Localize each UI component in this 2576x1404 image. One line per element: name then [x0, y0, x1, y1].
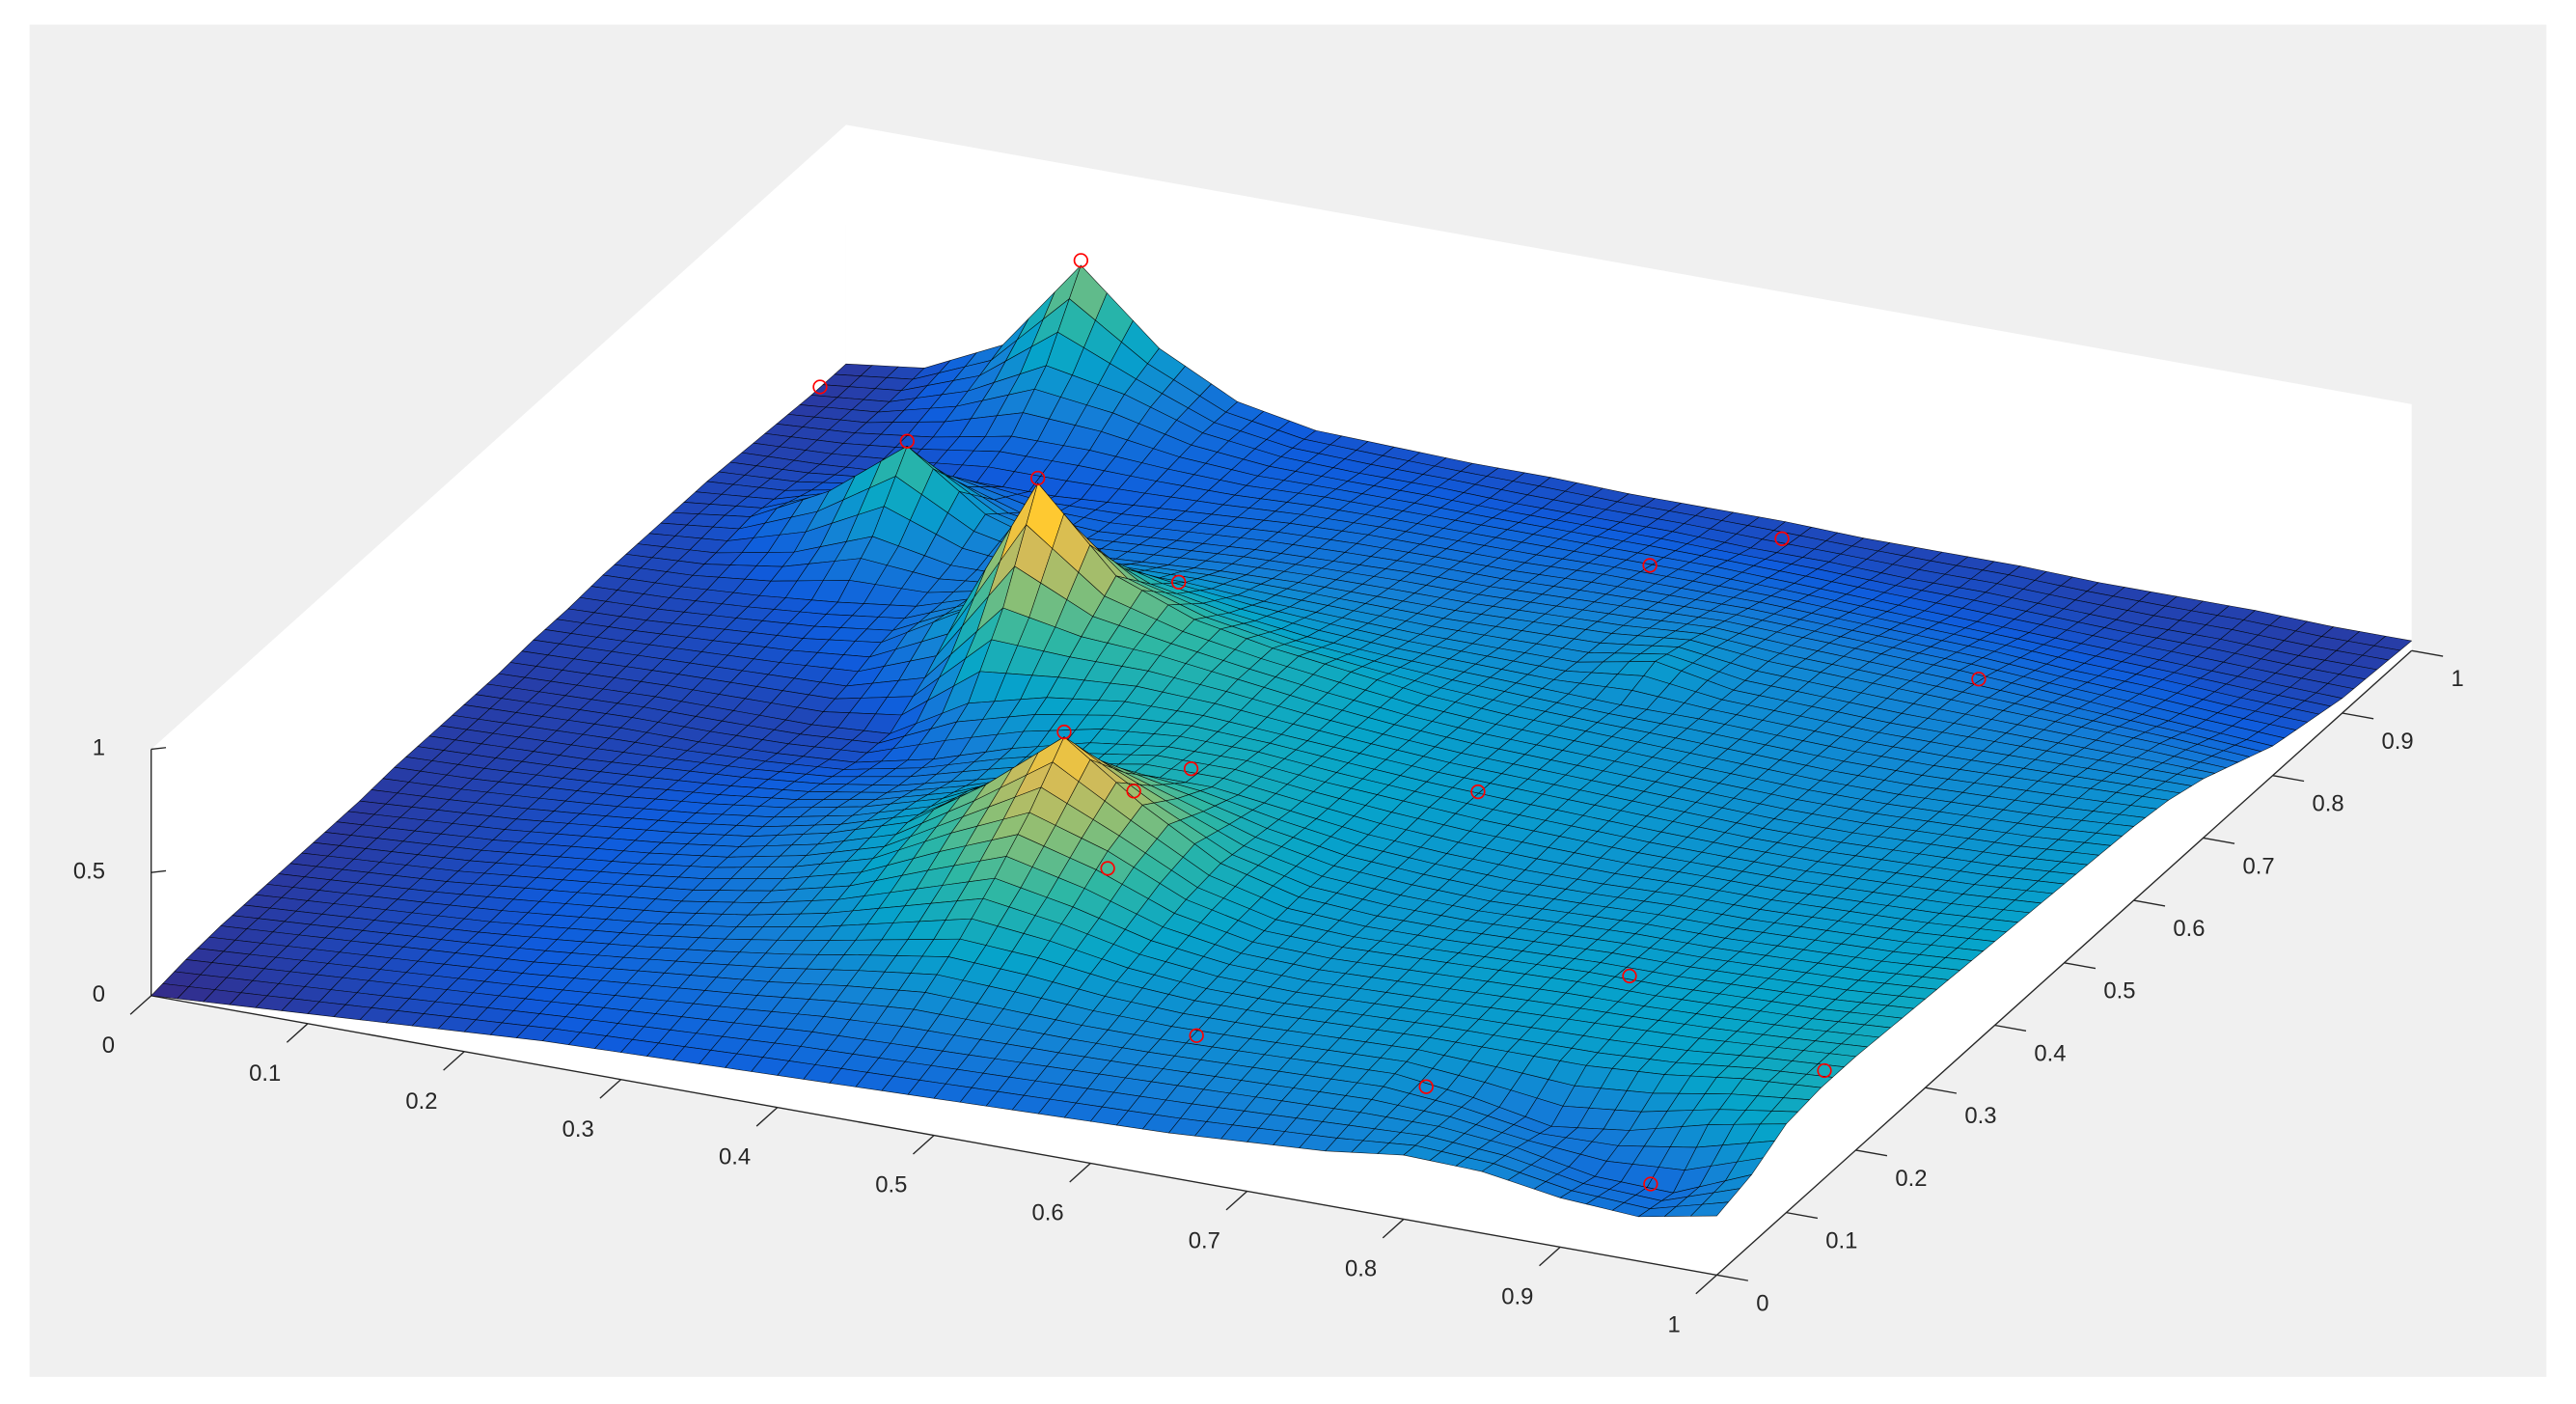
y-tick [1994, 1024, 2027, 1032]
x-tick [1695, 1274, 1717, 1295]
y-tick-label: 0.9 [2382, 729, 2414, 755]
y-tick-label: 0 [1756, 1290, 1768, 1316]
y-tick-label: 0.3 [1964, 1103, 1996, 1129]
x-tick-label: 0.8 [1345, 1256, 1377, 1282]
x-tick [599, 1079, 621, 1099]
x-tick-label: 0.5 [875, 1172, 907, 1198]
x-tick-label: 0.4 [719, 1144, 751, 1170]
x-tick-label: 0.3 [562, 1116, 594, 1142]
z-tick-label: 1 [93, 735, 105, 761]
y-tick-label: 0.6 [2173, 916, 2205, 942]
x-tick [129, 995, 152, 1015]
y-tick [2133, 899, 2166, 907]
y-tick [1925, 1087, 1958, 1094]
x-tick [755, 1107, 779, 1127]
back-wall-left [151, 124, 846, 996]
x-tick [912, 1135, 935, 1155]
y-tick [2203, 837, 2235, 844]
x-tick-label: 0.9 [1501, 1283, 1533, 1309]
y-tick-label: 0.1 [1825, 1228, 1857, 1254]
x-tick-label: 0.1 [249, 1060, 281, 1087]
x-tick-label: 0.7 [1189, 1228, 1220, 1254]
x-tick-label: 1 [1668, 1311, 1681, 1337]
y-tick-label: 0.2 [1895, 1166, 1927, 1192]
y-tick-label: 0.8 [2312, 791, 2343, 817]
x-tick-label: 0 [102, 1032, 115, 1059]
y-tick [1855, 1149, 1888, 1157]
x-tick [1069, 1163, 1091, 1183]
z-tick-label: 0.5 [73, 858, 105, 884]
y-tick [1716, 1274, 1748, 1281]
back-wall-right [845, 124, 2412, 651]
x-tick-label: 0.6 [1031, 1200, 1063, 1226]
x-tick [1382, 1218, 1405, 1239]
z-tick-label: 0 [93, 981, 105, 1007]
surface [151, 264, 2412, 1218]
x-tick [443, 1051, 465, 1071]
y-tick [2064, 962, 2096, 970]
y-tick [2411, 649, 2444, 657]
z-tick [151, 747, 167, 751]
y-tick [1786, 1211, 1819, 1220]
y-tick-label: 1 [2452, 666, 2464, 692]
y-tick-label: 0.7 [2242, 853, 2274, 879]
x-tick [1539, 1246, 1561, 1267]
y-tick [2272, 775, 2305, 783]
x-tick [1225, 1190, 1248, 1211]
y-tick-label: 0.5 [2103, 978, 2135, 1005]
y-tick-label: 0.4 [2034, 1040, 2066, 1066]
x-tick-label: 0.2 [405, 1088, 437, 1115]
y-tick [2342, 712, 2374, 720]
z-tick [151, 869, 167, 873]
x-tick [286, 1023, 309, 1043]
